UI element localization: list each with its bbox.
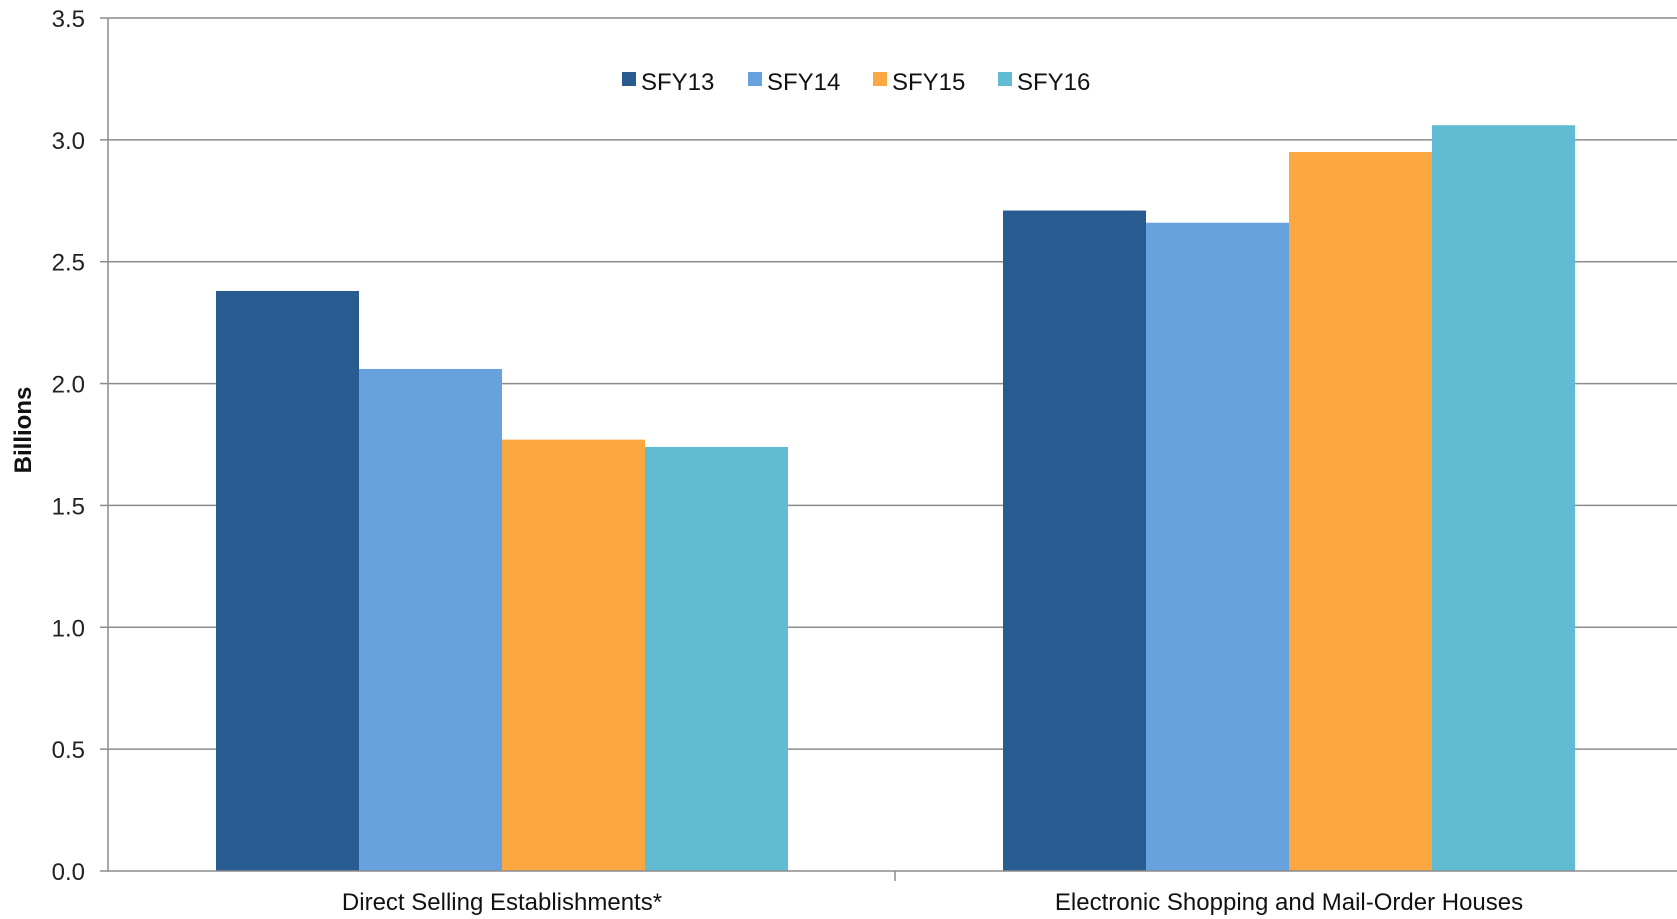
y-axis-label: Billions bbox=[10, 387, 37, 474]
y-tick-label: 3.0 bbox=[52, 128, 85, 155]
x-category-label: Direct Selling Establishments* bbox=[342, 889, 662, 916]
legend-label-sfy13: SFY13 bbox=[641, 69, 714, 96]
legend-swatch-sfy13 bbox=[622, 72, 636, 86]
y-tick-label: 0.5 bbox=[52, 737, 85, 764]
legend-swatch-sfy14 bbox=[748, 72, 762, 86]
bar-sfy13-1 bbox=[1003, 210, 1146, 871]
bar-sfy16-0 bbox=[645, 446, 788, 871]
bars bbox=[216, 125, 1575, 872]
legend-label-sfy16: SFY16 bbox=[1017, 69, 1090, 96]
x-category-label: Electronic Shopping and Mail-Order House… bbox=[1055, 889, 1523, 916]
y-tick-label: 3.5 bbox=[52, 6, 85, 33]
y-tick-label: 2.0 bbox=[52, 372, 85, 399]
axes bbox=[107, 18, 1677, 881]
bar-sfy13-0 bbox=[216, 290, 359, 872]
bar-sfy14-1 bbox=[1146, 222, 1289, 872]
x-axis-categories: Direct Selling Establishments* Electronic… bbox=[342, 889, 1523, 916]
legend: SFY13 SFY14 SFY15 SFY16 bbox=[622, 69, 1090, 96]
legend-label-sfy15: SFY15 bbox=[892, 69, 965, 96]
y-tick-label: 1.5 bbox=[52, 493, 85, 520]
legend-swatch-sfy15 bbox=[873, 72, 887, 86]
bar-sfy14-0 bbox=[359, 368, 502, 871]
y-axis-ticks: 0.0 0.5 1.0 1.5 2.0 2.5 3.0 3.5 bbox=[52, 6, 108, 886]
bar-sfy15-1 bbox=[1289, 152, 1432, 872]
y-tick-label: 2.5 bbox=[52, 250, 85, 277]
y-tick-label: 1.0 bbox=[52, 615, 85, 642]
legend-label-sfy14: SFY14 bbox=[767, 69, 840, 96]
bar-sfy16-1 bbox=[1432, 125, 1575, 872]
bar-sfy15-0 bbox=[502, 439, 645, 871]
y-tick-label: 0.0 bbox=[52, 859, 85, 886]
legend-swatch-sfy16 bbox=[998, 72, 1012, 86]
